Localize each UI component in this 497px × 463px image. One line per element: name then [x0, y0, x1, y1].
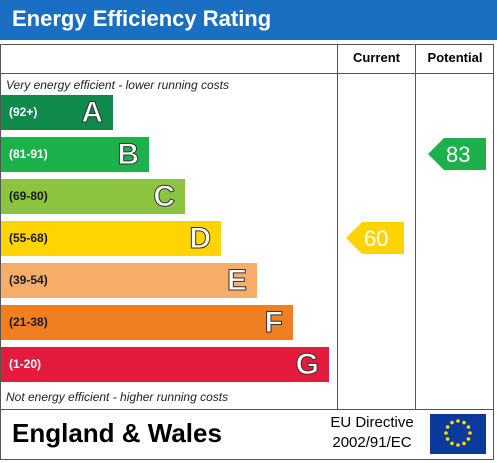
- current-column-header: Current: [353, 50, 400, 65]
- band-range-label: (1-20): [9, 357, 42, 371]
- band-range-label: (81-91): [9, 147, 48, 161]
- band-b: (81-91) B: [1, 137, 149, 172]
- band-range-label: (39-54): [9, 273, 48, 287]
- band-f: (21-38) F: [1, 305, 293, 340]
- band-letter: A: [81, 96, 104, 130]
- chart-frame: [0, 44, 494, 460]
- band-g: (1-20) G: [1, 347, 329, 382]
- directive-line-1: EU Directive: [330, 414, 414, 431]
- potential-column-header: Potential: [427, 50, 483, 65]
- band-c: (69-80) C: [1, 179, 185, 214]
- column-divider-current: [337, 44, 338, 410]
- band-letter: E: [226, 264, 247, 298]
- footer-divider: [0, 409, 494, 410]
- top-note: Very energy efficient - lower running co…: [6, 78, 229, 92]
- band-letter: B: [117, 138, 140, 172]
- band-letter: G: [295, 348, 319, 382]
- eu-flag-icon: [430, 414, 486, 454]
- band-range-label: (21-38): [9, 315, 48, 329]
- potential-rating-arrow: 83: [428, 138, 486, 170]
- band-range-label: (69-80): [9, 189, 48, 203]
- band-range-label: (92+): [9, 105, 38, 119]
- directive-line-2: 2002/91/EC: [332, 434, 412, 451]
- region-label: England & Wales: [12, 418, 222, 448]
- band-a: (92+) A: [1, 95, 113, 130]
- chart-title: Energy Efficiency Rating: [12, 6, 272, 31]
- band-range-label: (55-68): [9, 231, 48, 245]
- band-letter: F: [264, 306, 283, 340]
- header-bar: Energy Efficiency Rating: [0, 0, 497, 40]
- band-letter: D: [189, 222, 212, 256]
- band-letter: C: [153, 180, 176, 214]
- header-row-divider: [0, 73, 494, 74]
- current-rating-value: 60: [364, 226, 389, 251]
- bottom-note: Not energy efficient - higher running co…: [6, 390, 229, 404]
- current-rating-arrow: 60: [346, 222, 404, 254]
- column-divider-potential: [415, 44, 416, 410]
- potential-rating-value: 83: [446, 142, 471, 167]
- band-d: (55-68) D: [1, 221, 221, 256]
- band-e: (39-54) E: [1, 263, 257, 298]
